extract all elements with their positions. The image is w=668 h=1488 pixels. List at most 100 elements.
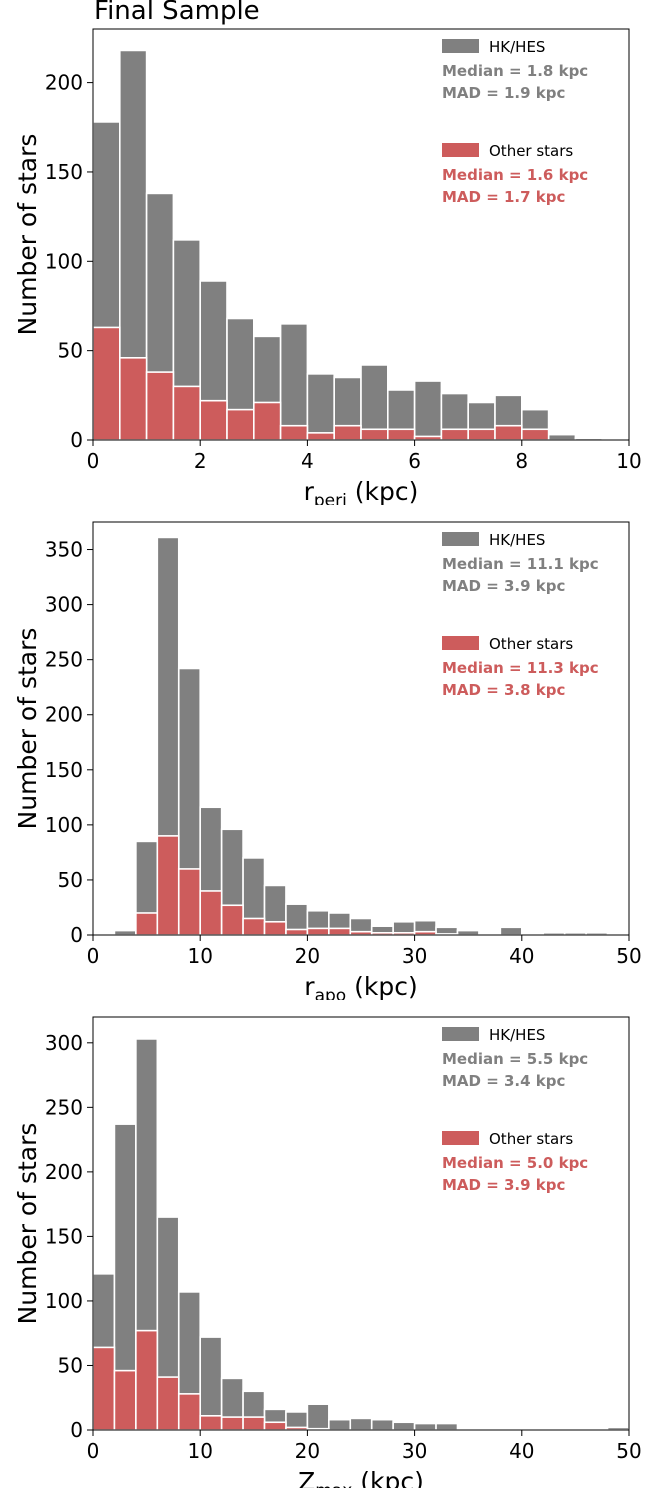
x-tick-label: 40 xyxy=(509,944,534,968)
bar-hk-hes xyxy=(349,1417,373,1431)
y-tick-label: 150 xyxy=(45,1224,83,1248)
y-tick-label: 100 xyxy=(45,1289,83,1313)
legend-label-other: Other stars xyxy=(489,142,573,160)
x-tick-label: 4 xyxy=(301,449,314,473)
y-tick-label: 150 xyxy=(45,758,83,782)
bar-other-stars xyxy=(156,1376,180,1431)
y-axis-label: Number of stars xyxy=(13,628,42,830)
x-tick-label: 0 xyxy=(87,944,100,968)
x-tick-label: 0 xyxy=(87,449,100,473)
legend-swatch-other xyxy=(442,636,479,650)
bar-other-stars xyxy=(199,399,228,441)
bar-other-stars xyxy=(226,408,255,441)
legend-hk-median: Median = 11.1 kpc xyxy=(442,555,599,573)
x-tick-label: 50 xyxy=(616,944,641,968)
legend-label-hk: HK/HES xyxy=(489,1026,545,1044)
bar-hk-hes xyxy=(306,1403,330,1431)
legend-other-median: Median = 11.3 kpc xyxy=(442,659,599,677)
bar-other-stars xyxy=(92,326,121,441)
legend-swatch-hk xyxy=(442,1027,479,1041)
bar-hk-hes xyxy=(413,380,443,441)
legend-swatch-other xyxy=(442,1131,479,1145)
bar-other-stars xyxy=(333,424,362,441)
bar-hk-hes xyxy=(499,926,523,936)
x-tick-label: 30 xyxy=(402,1439,427,1463)
bar-other-stars xyxy=(156,835,180,936)
y-tick-label: 200 xyxy=(45,703,83,727)
legend-hk-mad: MAD = 3.4 kpc xyxy=(442,1072,565,1090)
x-tick-label: 6 xyxy=(408,449,421,473)
x-tick-label: 2 xyxy=(194,449,207,473)
legend-swatch-hk xyxy=(442,532,479,546)
legend-other-mad: MAD = 3.8 kpc xyxy=(442,681,565,699)
y-tick-label: 50 xyxy=(58,868,83,892)
bar-other-stars xyxy=(119,356,148,441)
bar-other-stars xyxy=(220,1416,244,1431)
y-tick-label: 0 xyxy=(70,1418,83,1442)
bar-other-stars xyxy=(494,424,523,441)
x-tick-label: 8 xyxy=(515,449,528,473)
x-tick-label: 30 xyxy=(402,944,427,968)
y-tick-label: 250 xyxy=(45,1095,83,1119)
legend-swatch-hk xyxy=(442,39,479,53)
y-tick-label: 250 xyxy=(45,648,83,672)
x-axis-label: rapo (kpc) xyxy=(304,972,417,1000)
bar-other-stars xyxy=(279,424,309,441)
x-tick-label: 10 xyxy=(616,449,641,473)
legend-label-other: Other stars xyxy=(489,635,573,653)
bar-other-stars xyxy=(135,912,159,936)
bar-other-stars xyxy=(145,371,175,441)
bar-other-stars xyxy=(520,428,550,441)
legend-hk-median: Median = 5.5 kpc xyxy=(442,1050,588,1068)
y-tick-label: 300 xyxy=(45,593,83,617)
plot-frame xyxy=(92,28,630,441)
bar-other-stars xyxy=(306,432,335,441)
bar-hk-hes xyxy=(328,1418,352,1431)
bar-hk-hes xyxy=(370,1418,394,1431)
bar-other-stars xyxy=(360,428,389,441)
y-tick-label: 350 xyxy=(45,538,83,562)
y-tick-label: 50 xyxy=(58,339,83,363)
y-axis-label: Number of stars xyxy=(13,134,42,336)
bar-other-stars xyxy=(242,1416,266,1431)
bar-other-stars xyxy=(177,1393,201,1431)
bar-hk-hes xyxy=(392,1421,416,1431)
plot-frame xyxy=(92,1016,630,1431)
bar-other-stars xyxy=(263,920,287,936)
histogram-rapo: 0 10 20 30 40 50 0 50 100 150 200 250 300 350 rapo (kp… xyxy=(13,521,642,1000)
legend-hk-median: Median = 1.8 kpc xyxy=(442,62,588,80)
legend-other-median: Median = 5.0 kpc xyxy=(442,1154,588,1172)
bar-other-stars xyxy=(386,428,416,441)
legend-other-mad: MAD = 1.7 kpc xyxy=(442,188,565,206)
bar-other-stars xyxy=(92,1346,116,1431)
bar-hk-hes xyxy=(547,433,577,441)
legend-label-other: Other stars xyxy=(489,1130,573,1148)
bar-hk-hes xyxy=(435,1422,459,1431)
y-axis-label: Number of stars xyxy=(13,1123,42,1325)
histogram-zmax: 0 10 20 30 40 50 0 50 100 150 200 250 300 Zmax (kpc) N… xyxy=(13,1016,642,1488)
legend-hk-mad: MAD = 3.9 kpc xyxy=(442,577,565,595)
bar-hk-hes xyxy=(279,323,309,441)
legend-other-median: Median = 1.6 kpc xyxy=(442,166,588,184)
bar-other-stars xyxy=(113,1369,137,1431)
plot-frame xyxy=(92,521,630,936)
y-tick-label: 50 xyxy=(58,1353,83,1377)
y-tick-label: 100 xyxy=(45,813,83,837)
legend-label-hk: HK/HES xyxy=(489,531,545,549)
y-tick-label: 200 xyxy=(45,1160,83,1184)
bar-other-stars xyxy=(242,917,266,936)
y-tick-label: 0 xyxy=(70,428,83,452)
bar-other-stars xyxy=(172,385,201,441)
bar-hk-hes xyxy=(456,929,480,936)
bar-other-stars xyxy=(177,868,201,936)
bar-other-stars xyxy=(199,1415,223,1431)
bar-hk-hes xyxy=(413,1422,437,1431)
legend-hk-mad: MAD = 1.9 kpc xyxy=(442,84,565,102)
x-tick-label: 20 xyxy=(295,944,320,968)
bar-other-stars xyxy=(253,401,282,441)
bar-other-stars xyxy=(328,927,352,936)
y-tick-label: 150 xyxy=(45,160,83,184)
x-tick-label: 20 xyxy=(295,1439,320,1463)
